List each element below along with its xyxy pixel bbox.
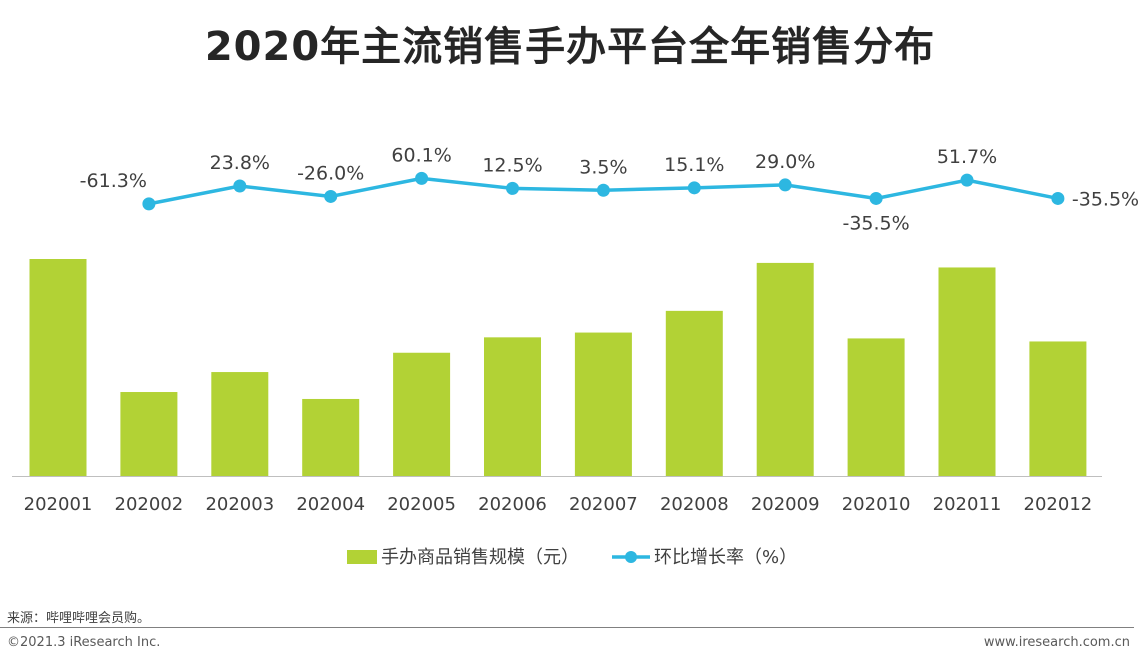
growth-data-label: 15.1% xyxy=(664,154,724,176)
x-tick-label: 202009 xyxy=(751,494,820,515)
x-tick-label: 202006 xyxy=(478,494,547,515)
bar-202001 xyxy=(29,259,87,476)
growth-data-label: -61.3% xyxy=(80,170,147,192)
bar-202002 xyxy=(120,392,178,476)
growth-points xyxy=(142,171,1065,211)
combo-chart: 202001 202002 202003 202004 202005 202006 2020… xyxy=(12,144,1139,515)
legend-line-swatch xyxy=(612,550,650,563)
x-tick-label: 202011 xyxy=(933,494,1002,515)
legend-line: 环比增长率（%） xyxy=(612,543,797,569)
growth-data-label: 29.0% xyxy=(755,151,815,173)
bar-202004 xyxy=(302,398,360,476)
growth-point-202006 xyxy=(506,181,519,195)
legend-bar: 手办商品销售规模（元） xyxy=(347,543,579,569)
legend-bar-swatch xyxy=(347,549,377,564)
bar-202009 xyxy=(756,262,814,476)
growth-data-label: 51.7% xyxy=(937,146,997,168)
legend-line-label: 环比增长率（%） xyxy=(654,547,798,568)
growth-data-label: 12.5% xyxy=(482,154,542,176)
growth-point-202011 xyxy=(960,173,974,187)
bar-202010 xyxy=(847,338,905,476)
chart-title: 2020年主流销售手办平台全年销售分布 xyxy=(204,24,936,70)
bar-202011 xyxy=(938,267,996,476)
growth-data-label: 3.5% xyxy=(579,156,627,178)
growth-point-202009 xyxy=(778,178,792,192)
growth-data-label: 23.8% xyxy=(210,152,270,174)
x-tick-label: 202002 xyxy=(115,494,184,515)
x-axis-tick-labels: 202001 202002 202003 202004 202005 202006 2020… xyxy=(24,494,1093,515)
bar-series xyxy=(29,259,1087,476)
website-url: www.iresearch.com.cn xyxy=(983,635,1130,650)
x-tick-label: 202010 xyxy=(842,494,911,515)
growth-point-202010 xyxy=(869,191,883,205)
copyright: ©2021.3 iResearch Inc. xyxy=(7,635,161,650)
growth-point-202004 xyxy=(324,189,338,203)
growth-point-202008 xyxy=(687,181,701,195)
growth-point-202007 xyxy=(596,183,610,197)
x-tick-label: 202003 xyxy=(205,494,274,515)
growth-data-label: -35.5% xyxy=(1072,188,1139,210)
x-tick-label: 202012 xyxy=(1024,494,1093,515)
x-tick-label: 202005 xyxy=(387,494,456,515)
bar-202005 xyxy=(393,352,451,476)
growth-point-202002 xyxy=(142,197,156,211)
growth-point-202003 xyxy=(233,179,247,193)
bar-202007 xyxy=(574,332,632,476)
growth-point-202005 xyxy=(415,171,429,185)
bar-202003 xyxy=(211,372,269,476)
x-tick-label: 202004 xyxy=(296,494,365,515)
legend-bar-label: 手办商品销售规模（元） xyxy=(381,547,579,568)
growth-data-label: 60.1% xyxy=(391,144,451,166)
x-tick-label: 202007 xyxy=(569,494,638,515)
bar-202012 xyxy=(1029,341,1087,476)
bar-202008 xyxy=(665,310,723,476)
growth-data-label: -26.0% xyxy=(297,162,364,184)
bar-202006 xyxy=(484,337,541,476)
footer-divider xyxy=(0,627,1134,628)
growth-data-labels: -61.3% 23.8% -26.0% 60.1% 12.5% 3.5% 15.1% 29.0… xyxy=(80,144,1139,234)
source-note: 来源：哔哩哔哩会员购。 xyxy=(7,611,151,626)
x-tick-label: 202001 xyxy=(24,494,93,515)
growth-point-202012 xyxy=(1051,191,1065,205)
x-tick-label: 202008 xyxy=(660,494,729,515)
growth-data-label: -35.5% xyxy=(842,212,909,234)
